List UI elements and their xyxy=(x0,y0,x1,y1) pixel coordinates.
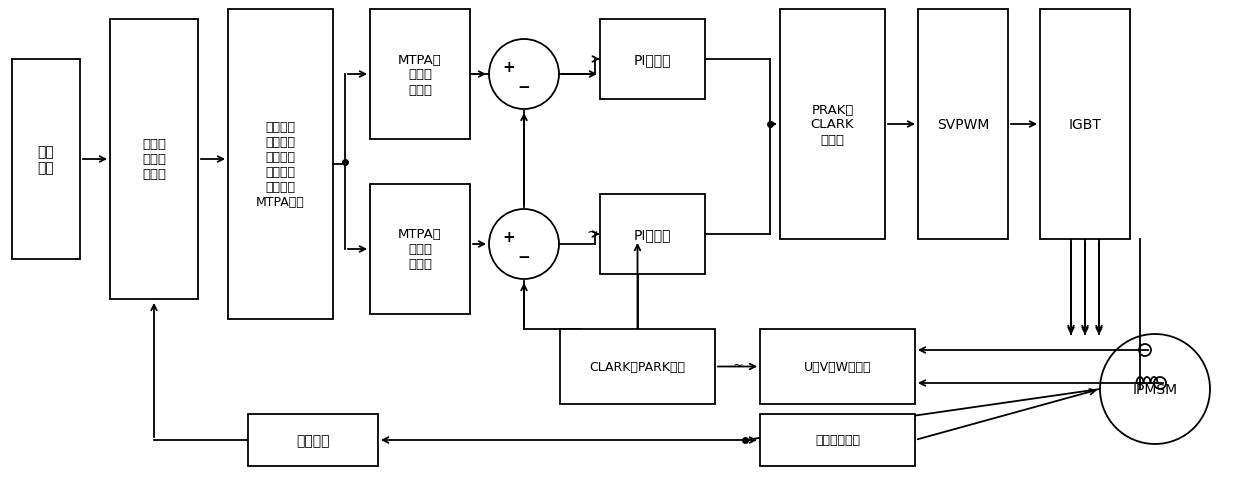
Text: −: − xyxy=(517,249,531,264)
Text: PRAK、
CLARK
反变换: PRAK、 CLARK 反变换 xyxy=(811,103,854,146)
Text: PI控制器: PI控制器 xyxy=(634,53,671,67)
Text: +: + xyxy=(502,230,515,245)
Bar xyxy=(12,60,81,260)
Bar xyxy=(760,329,915,404)
Text: 电机外
特性转
矩限幅: 电机外 特性转 矩限幅 xyxy=(143,138,166,181)
Text: U、V、W相电流: U、V、W相电流 xyxy=(804,360,872,373)
Bar xyxy=(228,10,334,319)
Text: −: − xyxy=(517,80,531,95)
Bar xyxy=(560,329,715,404)
Text: 电机转子位置: 电机转子位置 xyxy=(815,433,861,446)
Text: IGBT: IGBT xyxy=(1069,118,1101,132)
Bar xyxy=(370,185,470,314)
Bar xyxy=(918,10,1008,240)
Bar xyxy=(1040,10,1130,240)
Bar xyxy=(110,20,198,300)
Bar xyxy=(600,20,706,100)
Text: MTPA交
轴电流
给定值: MTPA交 轴电流 给定值 xyxy=(398,53,441,96)
Bar xyxy=(600,194,706,275)
Text: ~: ~ xyxy=(733,358,743,371)
Bar xyxy=(780,10,885,240)
Text: ~: ~ xyxy=(587,226,598,240)
Text: 依据转矩
与交、直
轴电流的
两个一维
数组进行
MTPA查表: 依据转矩 与交、直 轴电流的 两个一维 数组进行 MTPA查表 xyxy=(257,121,305,209)
Bar xyxy=(248,414,378,466)
Text: MTPA直
轴电流
给定值: MTPA直 轴电流 给定值 xyxy=(398,228,441,271)
Text: SVPWM: SVPWM xyxy=(936,118,990,132)
Text: +: + xyxy=(502,60,515,75)
Bar xyxy=(370,10,470,140)
Text: 电机转速: 电机转速 xyxy=(296,433,330,447)
Text: PI控制器: PI控制器 xyxy=(634,228,671,241)
Text: CLARK、PARK变换: CLARK、PARK变换 xyxy=(589,360,686,373)
Text: IPMSM: IPMSM xyxy=(1132,382,1178,396)
Text: 转矩
给定: 转矩 给定 xyxy=(37,144,55,175)
Bar xyxy=(760,414,915,466)
